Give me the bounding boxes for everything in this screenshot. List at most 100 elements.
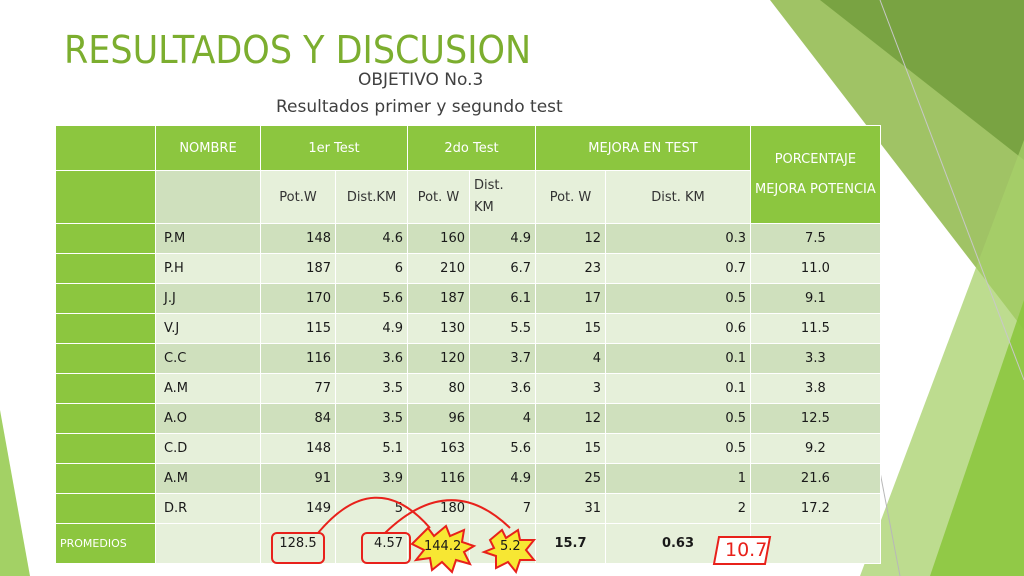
promedios-blank-cell: [155, 523, 261, 564]
header-test2: 2do Test: [407, 125, 536, 171]
header-mejora: MEJORA EN TEST: [535, 125, 751, 171]
promedios-dist1: 4.57: [335, 523, 408, 564]
row-value-cell: 84: [260, 403, 336, 434]
row-value-cell: 3.5: [335, 403, 408, 434]
row-value-cell: 25: [535, 463, 606, 494]
row-value-cell: 11.5: [750, 313, 881, 344]
subheader-dist1: Dist.KM: [335, 170, 408, 224]
row-lead-cell: [55, 433, 156, 464]
row-value-cell: 4.9: [469, 223, 536, 254]
row-value-cell: 17.2: [750, 493, 881, 524]
results-table: NOMBRE 1er Test 2do Test MEJORA EN TEST …: [55, 125, 881, 564]
header-porcentaje: PORCENTAJE MEJORA POTENCIA: [750, 125, 881, 224]
row-value-cell: 0.5: [605, 403, 751, 434]
row-name-cell: A.M: [155, 463, 261, 494]
row-value-cell: 0.7: [605, 253, 751, 284]
row-value-cell: 3: [535, 373, 606, 404]
row-name-cell: C.C: [155, 343, 261, 374]
subheader-blank-cell: [55, 170, 156, 224]
row-lead-cell: [55, 373, 156, 404]
subheader-dist2-line1: Dist.: [474, 178, 504, 193]
row-value-cell: 15: [535, 313, 606, 344]
row-value-cell: 116: [407, 463, 470, 494]
row-value-cell: 6: [335, 253, 408, 284]
starburst-value-pot2: 144.2: [424, 539, 462, 554]
header-nombre: NOMBRE: [155, 125, 261, 171]
promedios-porcentaje: 10.7: [725, 539, 768, 561]
row-name-cell: A.M: [155, 373, 261, 404]
row-lead-cell: [55, 313, 156, 344]
slide-subtitle-objective: OBJETIVO No.3: [358, 70, 484, 90]
subheader-pot2: Pot. W: [407, 170, 470, 224]
header-test1: 1er Test: [260, 125, 408, 171]
row-value-cell: 0.1: [605, 343, 751, 374]
row-value-cell: 148: [260, 223, 336, 254]
table-row: J.J 170 5.6 187 6.1 17 0.5 9.1: [55, 283, 881, 314]
row-value-cell: 5.1: [335, 433, 408, 464]
row-value-cell: 3.5: [335, 373, 408, 404]
row-value-cell: 96: [407, 403, 470, 434]
row-value-cell: 12: [535, 223, 606, 254]
table-row: A.O 84 3.5 96 4 12 0.5 12.5: [55, 403, 881, 434]
promedios-dist-mejora: 0.63: [605, 523, 751, 564]
row-value-cell: 91: [260, 463, 336, 494]
promedios-porcentaje-cell: [750, 523, 881, 564]
row-value-cell: 187: [407, 283, 470, 314]
row-lead-cell: [55, 403, 156, 434]
row-name-cell: C.D: [155, 433, 261, 464]
row-value-cell: 6.7: [469, 253, 536, 284]
row-name-cell: J.J: [155, 283, 261, 314]
row-value-cell: 148: [260, 433, 336, 464]
promedios-pot-mejora: 15.7: [535, 523, 606, 564]
starburst-value-dist2: 5.2: [500, 539, 521, 554]
slide-subtitle-results: Resultados primer y segundo test: [276, 97, 563, 117]
slide-title: RESULTADOS Y DISCUSION: [64, 28, 532, 72]
row-name-cell: A.O: [155, 403, 261, 434]
row-value-cell: 21.6: [750, 463, 881, 494]
row-value-cell: 4: [535, 343, 606, 374]
table-row: V.J 115 4.9 130 5.5 15 0.6 11.5: [55, 313, 881, 344]
row-lead-cell: [55, 283, 156, 314]
table-row: A.M 91 3.9 116 4.9 25 1 21.6: [55, 463, 881, 494]
row-value-cell: 1: [605, 463, 751, 494]
row-value-cell: 11.0: [750, 253, 881, 284]
row-value-cell: 120: [407, 343, 470, 374]
row-value-cell: 5: [335, 493, 408, 524]
table-row: A.M 77 3.5 80 3.6 3 0.1 3.8: [55, 373, 881, 404]
row-value-cell: 77: [260, 373, 336, 404]
row-value-cell: 0.6: [605, 313, 751, 344]
row-value-cell: 7.5: [750, 223, 881, 254]
row-value-cell: 4: [469, 403, 536, 434]
table-row: D.R 149 5 180 7 31 2 17.2: [55, 493, 881, 524]
row-value-cell: 0.5: [605, 283, 751, 314]
subheader-dist2-line2: KM: [474, 200, 494, 215]
row-value-cell: 7: [469, 493, 536, 524]
row-value-cell: 12.5: [750, 403, 881, 434]
row-value-cell: 115: [260, 313, 336, 344]
row-value-cell: 9.2: [750, 433, 881, 464]
subheader-pot3: Pot. W: [535, 170, 606, 224]
row-lead-cell: [55, 223, 156, 254]
header-porcentaje-line1: PORCENTAJE: [774, 151, 857, 167]
row-value-cell: 149: [260, 493, 336, 524]
row-name-cell: D.R: [155, 493, 261, 524]
header-porcentaje-line2: MEJORA POTENCIA: [755, 181, 876, 197]
row-value-cell: 160: [407, 223, 470, 254]
row-name-cell: V.J: [155, 313, 261, 344]
row-name-cell: P.M: [155, 223, 261, 254]
row-value-cell: 6.1: [469, 283, 536, 314]
row-value-cell: 3.6: [335, 343, 408, 374]
row-value-cell: 4.6: [335, 223, 408, 254]
row-value-cell: 5.5: [469, 313, 536, 344]
table-row: C.C 116 3.6 120 3.7 4 0.1 3.3: [55, 343, 881, 374]
row-value-cell: 23: [535, 253, 606, 284]
row-value-cell: 4.9: [335, 313, 408, 344]
row-lead-cell: [55, 493, 156, 524]
row-value-cell: 0.3: [605, 223, 751, 254]
row-value-cell: 180: [407, 493, 470, 524]
row-lead-cell: [55, 253, 156, 284]
table-header-row: NOMBRE 1er Test 2do Test MEJORA EN TEST …: [55, 125, 881, 224]
row-value-cell: 2: [605, 493, 751, 524]
row-value-cell: 4.9: [469, 463, 536, 494]
